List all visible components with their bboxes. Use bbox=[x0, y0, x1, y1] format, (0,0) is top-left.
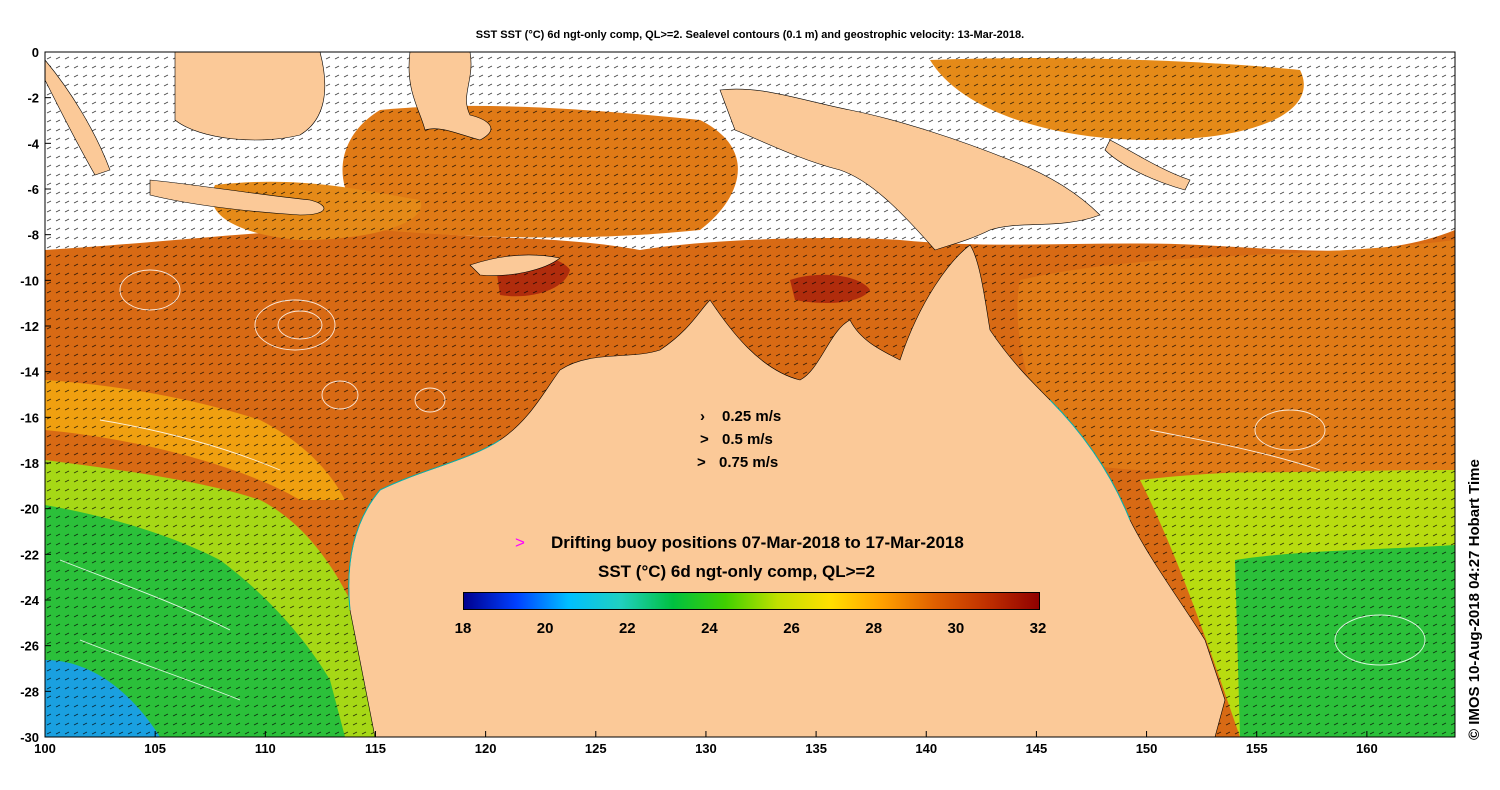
x-tick-label: 160 bbox=[1356, 741, 1378, 756]
y-axis: 0 -2 -4 -6 -8 -10 -12 -14 -16 -18 -20 -22 -24 -26 -28 -… bbox=[20, 45, 51, 745]
velocity-legend-1: >0.5 m/s bbox=[700, 431, 773, 448]
x-tick-label: 155 bbox=[1246, 741, 1268, 756]
y-tick-label: -4 bbox=[27, 136, 39, 151]
buoy-legend: > Drifting buoy positions 07-Mar-2018 to … bbox=[515, 533, 964, 553]
x-tick-label: 100 bbox=[34, 741, 56, 756]
colorbar bbox=[463, 592, 1040, 610]
land bbox=[45, 52, 1226, 737]
map-title: SST SST (°C) 6d ngt-only comp, QL>=2. Se… bbox=[475, 29, 1025, 41]
y-tick-label: -20 bbox=[20, 502, 39, 517]
colorbar-tick-label: 18 bbox=[454, 620, 472, 637]
x-tick-label: 120 bbox=[475, 741, 497, 756]
y-tick-label: 0 bbox=[32, 45, 39, 60]
velocity-label: 0.5 m/s bbox=[722, 431, 773, 448]
x-tick-label: 145 bbox=[1026, 741, 1048, 756]
colorbar-tick-label: 28 bbox=[865, 620, 883, 637]
velocity-arrow-icon: > bbox=[700, 431, 709, 448]
x-tick-label: 105 bbox=[144, 741, 166, 756]
x-tick-label: 130 bbox=[695, 741, 717, 756]
timor-land bbox=[469, 254, 561, 276]
sealevel-contours bbox=[59, 269, 1426, 701]
y-tick-label: -2 bbox=[27, 91, 39, 106]
coastline-outline bbox=[348, 399, 1131, 611]
y-tick-label: -6 bbox=[27, 182, 39, 197]
y-tick-label: -14 bbox=[20, 365, 40, 380]
java-land bbox=[149, 179, 325, 216]
x-tick-label: 150 bbox=[1136, 741, 1158, 756]
sumatra-land bbox=[45, 59, 111, 176]
colorbar-tick-label: 32 bbox=[1029, 620, 1047, 637]
borneo-land bbox=[174, 52, 326, 141]
y-tick-label: -16 bbox=[20, 410, 39, 425]
velocity-legend-0: › 0.25 m/s bbox=[700, 408, 781, 425]
y-tick-label: -26 bbox=[20, 639, 39, 654]
y-tick-label: -12 bbox=[20, 319, 39, 334]
colorbar-tick-label: 22 bbox=[618, 620, 636, 637]
velocity-label: 0.75 m/s bbox=[719, 454, 779, 471]
velocity-arrow-icon: › bbox=[700, 408, 705, 425]
x-tick-label: 135 bbox=[805, 741, 827, 756]
colorbar-tick-label: 26 bbox=[783, 620, 800, 637]
plot-frame bbox=[44, 51, 1456, 738]
y-tick-label: -28 bbox=[20, 684, 39, 699]
velocity-arrow-icon: > bbox=[697, 454, 706, 471]
velocity-legend-2: >0.75 m/s bbox=[697, 454, 778, 471]
y-tick-label: -24 bbox=[20, 593, 40, 608]
colorbar-title: SST (°C) 6d ngt-only comp, QL>=2 bbox=[598, 562, 875, 581]
buoy-arrow-icon: > bbox=[515, 533, 525, 552]
new-guinea-land bbox=[719, 88, 1101, 251]
bismarck-land bbox=[1104, 139, 1191, 191]
x-tick-label: 115 bbox=[365, 741, 386, 756]
x-axis: 100 105 110 115 120 125 130 135 140 145 150 155 160 bbox=[34, 731, 1378, 756]
velocity-label: 0.25 m/s bbox=[722, 408, 782, 425]
y-tick-label: -8 bbox=[27, 228, 39, 243]
colorbar-tick-label: 30 bbox=[947, 620, 965, 637]
buoy-legend-label: Drifting buoy positions 07-Mar-2018 to 1… bbox=[551, 533, 964, 552]
sulawesi-land bbox=[408, 52, 492, 141]
x-tick-label: 110 bbox=[255, 741, 276, 756]
x-tick-label: 125 bbox=[585, 741, 607, 756]
credit-text: © IMOS 10-Aug-2018 04:27 Hobart Time bbox=[1466, 459, 1483, 740]
x-tick-label: 140 bbox=[915, 741, 937, 756]
y-tick-label: -30 bbox=[20, 730, 39, 745]
y-tick-label: -18 bbox=[20, 456, 39, 471]
colorbar-tick-label: 24 bbox=[701, 620, 718, 637]
y-tick-label: -22 bbox=[20, 547, 39, 562]
colorbar-tick-label: 20 bbox=[536, 620, 554, 637]
y-tick-label: -10 bbox=[20, 273, 39, 288]
